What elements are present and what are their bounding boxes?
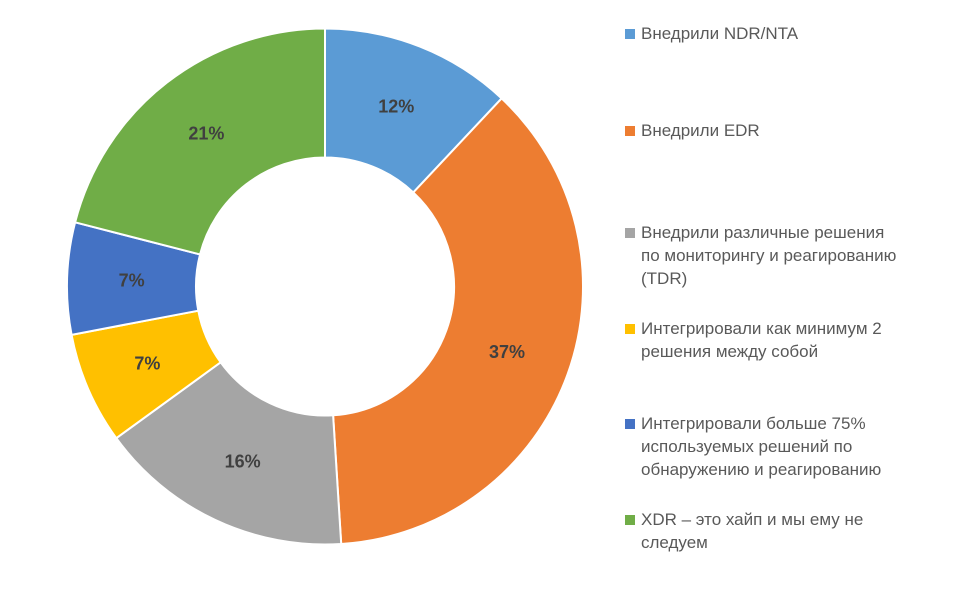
donut-slice-3 [114, 360, 343, 546]
data-label-2: 37% [489, 342, 525, 362]
data-label-3: 16% [225, 452, 261, 472]
data-label-4: 7% [134, 353, 160, 373]
donut-slice-2 [332, 97, 584, 546]
data-label-1: 12% [378, 97, 414, 117]
data-label-6: 21% [188, 124, 224, 144]
data-label-5: 7% [119, 270, 145, 290]
donut-slice-6 [73, 27, 326, 256]
